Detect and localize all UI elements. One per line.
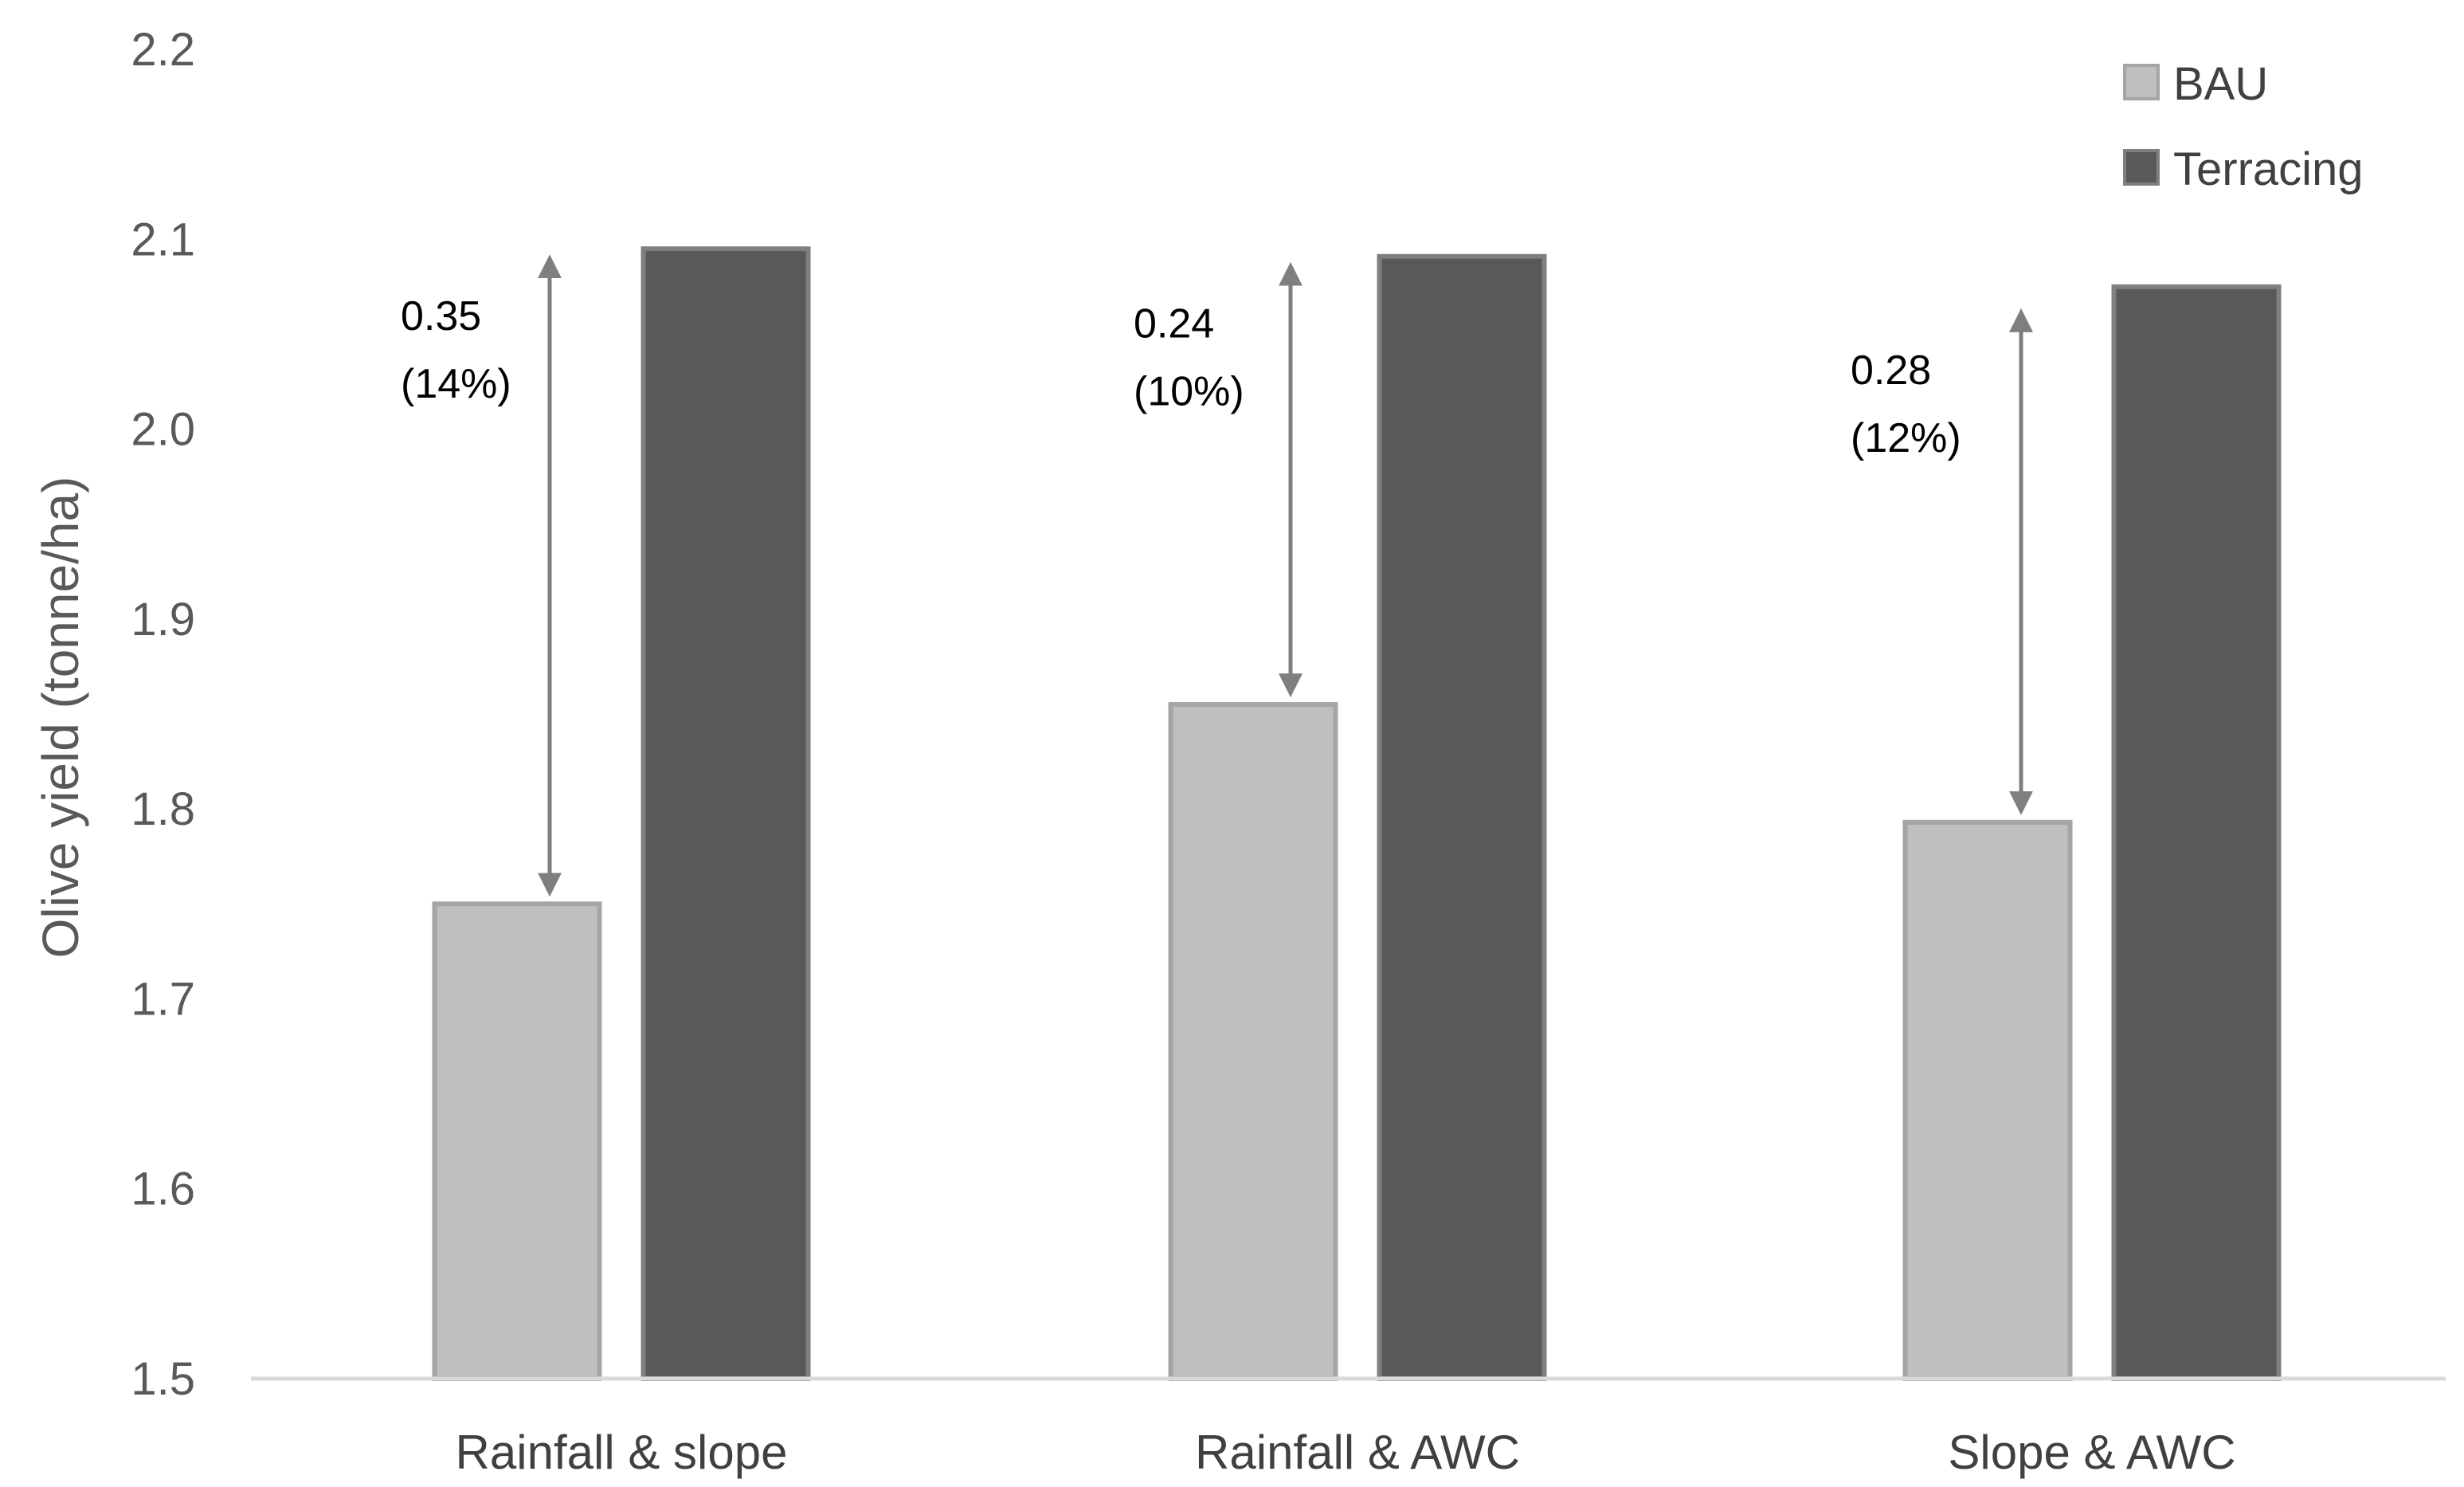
difference-value: 0.35 bbox=[401, 293, 481, 339]
y-axis-title: Olive yield (tonne/ha) bbox=[32, 477, 89, 959]
y-tick-label: 1.6 bbox=[131, 1163, 195, 1215]
bar-terracing-2 bbox=[1377, 253, 1547, 1381]
bar-bau-1 bbox=[432, 901, 602, 1382]
y-tick-label: 2.0 bbox=[131, 404, 195, 456]
legend-swatch-bau bbox=[2123, 64, 2160, 100]
x-category-label: Rainfall & AWC bbox=[1195, 1426, 1520, 1479]
bar-terracing-3 bbox=[2111, 284, 2282, 1381]
difference-percent: (12%) bbox=[1851, 415, 1961, 461]
legend-label-bau: BAU bbox=[2173, 58, 2268, 110]
y-tick-label: 2.2 bbox=[131, 24, 195, 76]
legend-label-terracing: Terracing bbox=[2173, 143, 2364, 195]
bar-bau-2 bbox=[1168, 702, 1338, 1381]
difference-annotations: 0.35 (14%) 0.24 (10%) 0.28 (12%) bbox=[401, 254, 2033, 897]
difference-percent: (10%) bbox=[1134, 369, 1244, 415]
x-axis-category-labels: Rainfall & slope Rainfall & AWC Slope & AW… bbox=[456, 1426, 2236, 1479]
bars bbox=[432, 246, 2282, 1382]
y-axis-tick-labels: 1.5 1.6 1.7 1.8 1.9 2.0 2.1 2.2 bbox=[131, 24, 195, 1405]
difference-value: 0.24 bbox=[1134, 301, 1214, 347]
y-tick-label: 1.9 bbox=[131, 594, 195, 645]
difference-percent: (14%) bbox=[401, 361, 511, 407]
x-category-label: Rainfall & slope bbox=[456, 1426, 788, 1479]
legend: BAU Terracing bbox=[2123, 58, 2364, 195]
y-tick-label: 1.5 bbox=[131, 1353, 195, 1405]
y-tick-label: 2.1 bbox=[131, 214, 195, 265]
bar-terracing-1 bbox=[640, 246, 811, 1382]
y-tick-label: 1.7 bbox=[131, 973, 195, 1025]
x-category-label: Slope & AWC bbox=[1948, 1426, 2235, 1479]
difference-value: 0.28 bbox=[1851, 347, 1931, 394]
bar-bau-3 bbox=[1902, 819, 2073, 1381]
legend-swatch-terracing bbox=[2123, 149, 2160, 186]
y-tick-label: 1.8 bbox=[131, 783, 195, 835]
